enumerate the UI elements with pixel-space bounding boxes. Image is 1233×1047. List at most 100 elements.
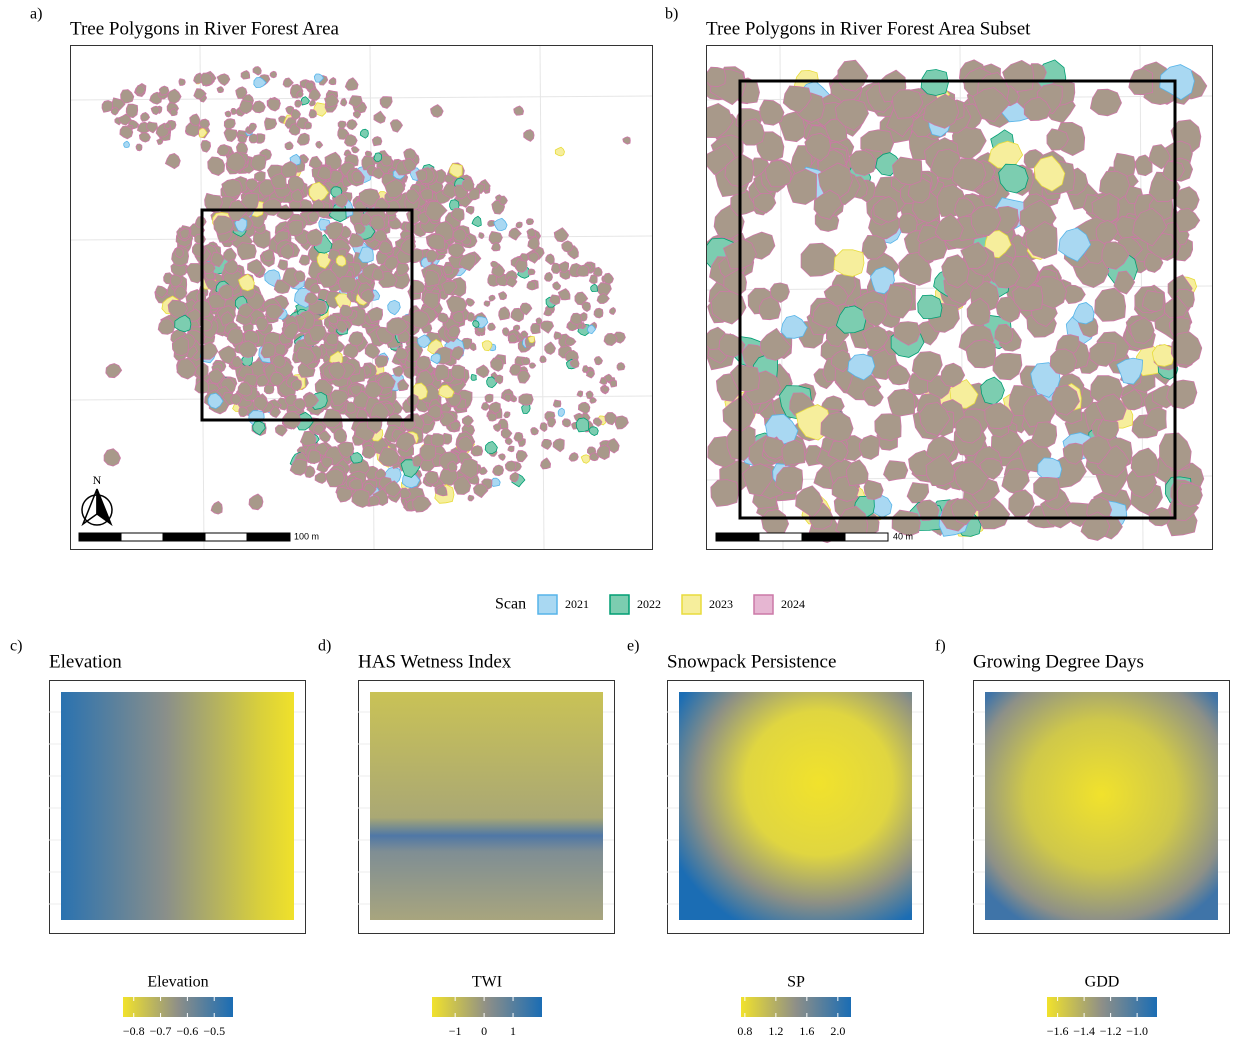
colorbar-tick-label: 1.6 bbox=[799, 1024, 814, 1038]
tree-crown bbox=[548, 417, 556, 427]
tree-crown bbox=[466, 206, 474, 214]
tree-crown bbox=[516, 222, 522, 228]
tree-crown bbox=[104, 449, 120, 466]
tree-crown bbox=[124, 141, 130, 147]
tree-crown bbox=[981, 377, 1005, 405]
tree-crown bbox=[200, 73, 212, 86]
tree-crown bbox=[136, 144, 142, 151]
tree-crown bbox=[565, 337, 576, 346]
tree-crown bbox=[516, 451, 527, 462]
legend-label: 2022 bbox=[637, 597, 661, 611]
tree-crown bbox=[562, 241, 574, 252]
tree-crown bbox=[413, 496, 432, 512]
tree-crown bbox=[531, 428, 539, 435]
tree-crown bbox=[522, 357, 530, 364]
colorbar-tick-label: 1.2 bbox=[768, 1024, 783, 1038]
colorbar bbox=[123, 997, 233, 1017]
tree-crown bbox=[546, 254, 555, 265]
tree-crown bbox=[553, 282, 561, 291]
tree-crown bbox=[102, 101, 112, 113]
tree-crown bbox=[617, 363, 625, 371]
legend-key bbox=[682, 595, 701, 614]
tree-crown bbox=[466, 298, 475, 306]
tree-crown bbox=[372, 137, 382, 146]
tree-crown bbox=[365, 151, 372, 156]
panel-letter: e) bbox=[627, 638, 639, 655]
tree-crown bbox=[615, 416, 628, 429]
tree-crown bbox=[558, 408, 564, 416]
scale-label: 40 m bbox=[893, 531, 913, 541]
tree-crown bbox=[374, 153, 382, 162]
tree-crown bbox=[347, 120, 357, 130]
tree-crown bbox=[540, 423, 547, 432]
panel-title: Elevation bbox=[49, 651, 122, 672]
tree-crown bbox=[604, 273, 614, 284]
tree-crown bbox=[521, 331, 528, 338]
tree-crown bbox=[305, 122, 312, 129]
tree-polygons bbox=[102, 67, 630, 515]
tree-crown bbox=[157, 138, 163, 145]
tree-crown bbox=[350, 479, 363, 490]
colorbar-tick-label: −1 bbox=[449, 1024, 462, 1038]
tree-crown bbox=[493, 465, 504, 476]
colorbar-tick-label: −0.7 bbox=[150, 1024, 172, 1038]
raster bbox=[370, 692, 603, 920]
panel-title: Tree Polygons in River Forest Area bbox=[70, 18, 340, 39]
colorbar-tick-label: 0.8 bbox=[737, 1024, 752, 1038]
tree-crown bbox=[353, 111, 360, 119]
tree-crown bbox=[899, 214, 917, 234]
scale-bar bbox=[79, 533, 888, 541]
tree-crown bbox=[239, 101, 253, 114]
tree-crown bbox=[251, 155, 266, 172]
tree-crown bbox=[993, 353, 1022, 379]
tree-crown bbox=[309, 156, 322, 168]
tree-crown bbox=[499, 454, 506, 461]
tree-crown bbox=[288, 220, 303, 236]
tree-crown bbox=[589, 427, 598, 436]
tree-crown bbox=[283, 78, 293, 87]
tree-crown bbox=[801, 243, 840, 276]
tree-crown bbox=[583, 366, 589, 373]
tree-crown bbox=[351, 147, 359, 153]
tree-crown bbox=[270, 71, 277, 78]
tree-crown bbox=[375, 356, 388, 368]
tree-crown bbox=[374, 111, 386, 123]
tree-crown bbox=[199, 119, 209, 129]
tree-crown bbox=[838, 60, 868, 91]
tree-crown bbox=[705, 67, 726, 87]
tree-crown bbox=[544, 309, 553, 316]
tree-crown bbox=[195, 234, 206, 245]
colorbar bbox=[741, 997, 851, 1017]
tree-crown bbox=[438, 313, 449, 323]
tree-crown bbox=[431, 105, 444, 118]
legend-label: 2021 bbox=[565, 597, 589, 611]
tree-crown bbox=[610, 308, 616, 315]
panel-letter: c) bbox=[10, 638, 22, 655]
tree-crown bbox=[499, 307, 510, 320]
tree-crown bbox=[208, 157, 225, 176]
tree-crown bbox=[510, 364, 521, 375]
colorbar-tick-label: 1 bbox=[510, 1024, 516, 1038]
tree-crown bbox=[224, 129, 237, 142]
legend-key bbox=[754, 595, 773, 614]
tree-crown bbox=[603, 386, 609, 392]
tree-crown bbox=[435, 365, 449, 381]
tree-crown bbox=[514, 106, 524, 115]
tree-crown bbox=[431, 354, 441, 364]
tree-crown bbox=[360, 129, 368, 138]
tree-crown bbox=[225, 111, 231, 117]
tree-crown bbox=[224, 119, 235, 130]
tree-crown bbox=[201, 141, 211, 153]
tree-crown bbox=[252, 101, 265, 113]
tree-crown bbox=[338, 121, 346, 128]
legend-label: 2024 bbox=[781, 597, 805, 611]
scale-label: 100 m bbox=[294, 531, 319, 541]
tree-crown bbox=[345, 78, 358, 91]
tree-crown bbox=[164, 123, 170, 129]
tree-crown bbox=[484, 301, 490, 307]
tree-crown bbox=[504, 394, 511, 402]
tree-crown bbox=[508, 446, 514, 452]
tree-crown bbox=[340, 305, 353, 317]
colorbar-tick-label: −1.6 bbox=[1047, 1024, 1069, 1038]
legend-title: TWI bbox=[472, 974, 502, 991]
